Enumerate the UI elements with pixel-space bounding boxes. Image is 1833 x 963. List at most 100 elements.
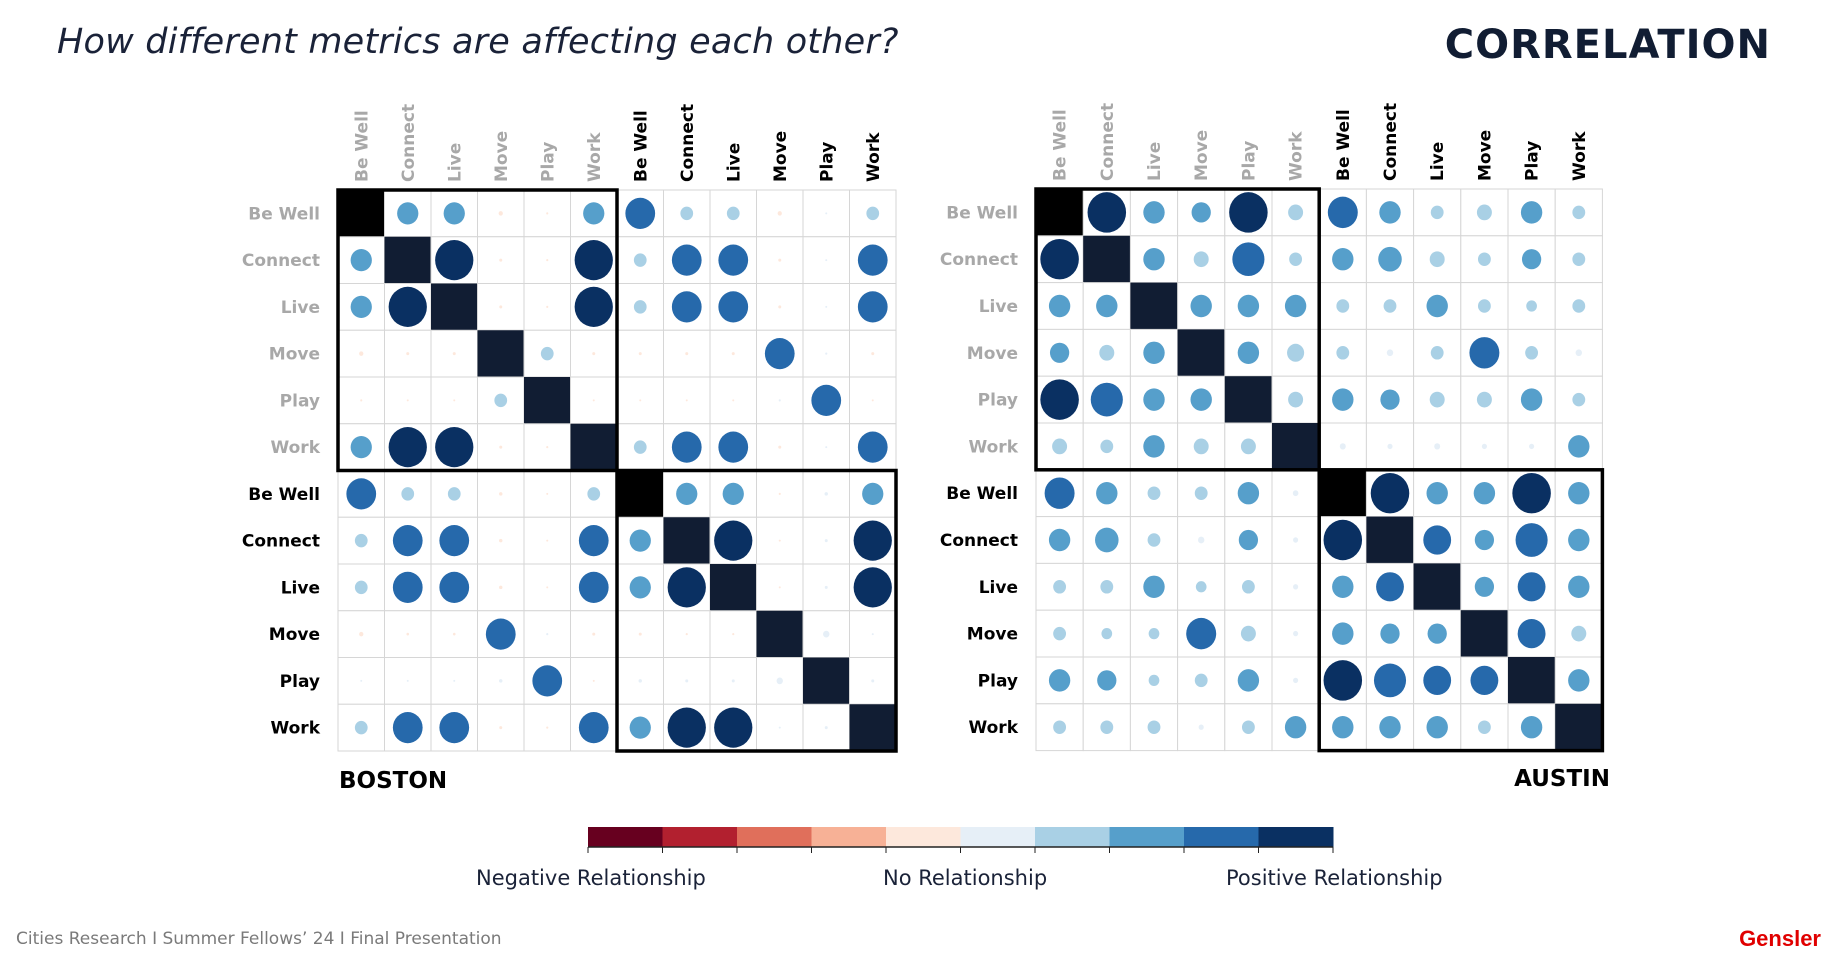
correlation-dot	[825, 352, 828, 355]
row-label: Be Well	[946, 484, 1018, 504]
diagonal-square	[477, 330, 524, 377]
correlation-dot	[499, 538, 503, 543]
correlation-dot	[1386, 349, 1394, 357]
correlation-dot	[732, 633, 735, 636]
correlation-dot	[824, 726, 828, 730]
correlation-dot	[499, 726, 503, 730]
correlation-dot	[778, 726, 781, 729]
correlation-dot	[1100, 580, 1114, 594]
correlation-dot	[1469, 337, 1500, 369]
row-label: Live	[979, 297, 1018, 317]
correlation-dot	[1044, 477, 1075, 509]
diagonal-square	[1083, 235, 1131, 283]
correlation-dot	[1048, 669, 1071, 692]
matrix-cell	[477, 423, 525, 471]
correlation-dot	[499, 679, 503, 683]
diagonal-square	[1319, 469, 1367, 517]
correlation-dot	[1481, 443, 1487, 450]
column-label: Move	[771, 131, 791, 182]
correlation-dot	[1095, 527, 1119, 553]
correlation-dot	[667, 707, 706, 748]
column-label: Be Well	[1334, 109, 1354, 181]
correlation-dot	[1193, 438, 1209, 455]
correlation-dot	[726, 206, 740, 221]
correlation-dot	[731, 352, 735, 356]
correlation-dot	[354, 720, 368, 735]
correlation-dot	[853, 520, 892, 561]
column-label: Be Well	[1051, 109, 1071, 181]
correlation-dot	[1572, 252, 1586, 266]
correlation-dot	[1370, 472, 1410, 514]
correlation-dot	[871, 679, 875, 683]
correlation-dot	[1336, 299, 1350, 313]
correlation-dot	[1293, 677, 1299, 684]
row-label: Work	[270, 719, 320, 739]
correlation-dot	[1512, 472, 1551, 514]
correlation-dot	[406, 679, 409, 682]
correlation-dot	[485, 618, 516, 650]
correlation-dot	[722, 482, 744, 506]
diagonal-square	[663, 517, 710, 564]
correlation-dot	[1195, 581, 1207, 593]
correlation-dot	[671, 244, 702, 276]
row-label: Work	[968, 437, 1018, 457]
correlation-dot	[1383, 299, 1397, 313]
correlation-dot	[778, 399, 781, 402]
correlation-dot	[1099, 344, 1115, 361]
correlation-dot	[1323, 660, 1363, 701]
correlation-dot	[359, 351, 364, 356]
correlation-dot	[1241, 720, 1255, 734]
correlation-dot	[439, 525, 470, 557]
correlation-dot	[862, 482, 884, 506]
correlation-dot	[633, 300, 647, 314]
correlation-dot	[1284, 294, 1307, 318]
correlation-dot	[857, 431, 888, 463]
diagonal-square	[1366, 516, 1414, 564]
diagonal-square	[756, 610, 803, 658]
correlation-dot	[1096, 481, 1118, 505]
correlation-dot	[392, 571, 423, 603]
row-label: Work	[968, 718, 1018, 738]
correlation-dot	[1040, 379, 1079, 420]
correlation-dot	[1476, 204, 1492, 221]
correlation-dot	[401, 487, 415, 501]
correlation-dot	[1097, 670, 1117, 691]
column-label: Connect	[399, 104, 419, 182]
correlation-dot	[1190, 294, 1212, 318]
correlation-dot	[574, 240, 613, 281]
correlation-dot	[578, 525, 609, 557]
correlation-dot	[1571, 625, 1587, 642]
column-label: Work	[1287, 131, 1307, 181]
correlation-dot	[857, 291, 888, 323]
correlation-dot	[1323, 519, 1363, 561]
correlation-dot	[498, 211, 503, 216]
correlation-dot	[1143, 388, 1165, 411]
legend-swatch	[811, 827, 887, 847]
row-label: Be Well	[946, 203, 1018, 223]
correlation-dot	[1376, 572, 1404, 602]
correlation-dot	[435, 240, 474, 281]
correlation-dot	[871, 352, 875, 356]
correlation-dot	[1040, 238, 1079, 280]
matrix-cell	[1129, 516, 1179, 564]
correlation-dot	[853, 567, 892, 608]
correlation-dot	[583, 202, 605, 225]
correlation-dot	[714, 707, 753, 748]
correlation-dot	[1191, 202, 1211, 223]
row-label: Live	[281, 298, 320, 318]
column-label: Connect	[1098, 103, 1118, 181]
row-label: Connect	[940, 531, 1018, 551]
correlation-dot	[732, 399, 735, 402]
diagonal-square	[1460, 610, 1508, 657]
correlation-dot	[1380, 389, 1400, 410]
matrix-cell	[1082, 656, 1131, 705]
correlation-dot	[1526, 300, 1537, 312]
column-label: Connect	[678, 104, 698, 182]
correlation-dot	[1100, 720, 1114, 734]
correlation-dot	[1521, 249, 1542, 270]
correlation-dot	[871, 399, 874, 402]
correlation-dot	[1053, 626, 1067, 641]
row-label: Move	[967, 625, 1018, 645]
correlation-dot	[546, 726, 549, 729]
